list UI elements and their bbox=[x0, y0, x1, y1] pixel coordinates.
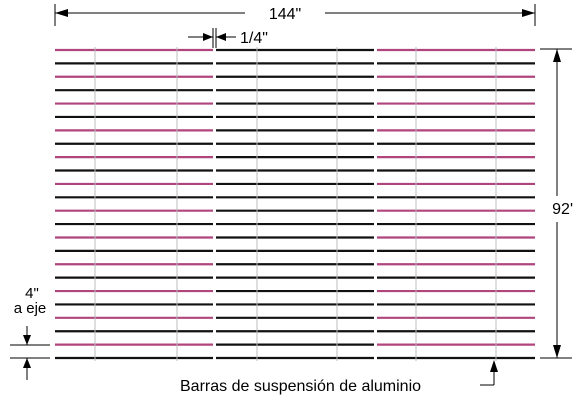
height-dimension: 92' bbox=[540, 48, 573, 359]
width-arrow-left bbox=[55, 9, 68, 17]
gap-label: 1/4" bbox=[240, 30, 268, 47]
height-arrow-bottom bbox=[553, 345, 561, 358]
suspension-rails bbox=[94, 47, 497, 361]
width-arrow-right bbox=[522, 9, 535, 17]
spacing-dimension: 4" a eje bbox=[10, 285, 50, 380]
width-label: 144" bbox=[269, 6, 301, 23]
rail-callout: Barras de suspensión de aluminio bbox=[180, 360, 498, 395]
gap-dimension: 1/4" bbox=[188, 28, 268, 48]
callout-label: Barras de suspensión de aluminio bbox=[180, 378, 421, 395]
spacing-arrow-top bbox=[23, 335, 31, 345]
height-label: 92' bbox=[552, 201, 573, 218]
callout-arrow bbox=[490, 360, 498, 372]
spacing-label-value: 4" bbox=[25, 285, 39, 302]
spacing-label-axis: a eje bbox=[14, 300, 47, 317]
bar-grid bbox=[55, 48, 535, 360]
width-dimension: 144" bbox=[54, 4, 536, 26]
gap-arrow-right bbox=[216, 33, 226, 41]
spacing-arrow-bottom bbox=[23, 358, 31, 368]
height-arrow-top bbox=[553, 49, 561, 62]
gap-arrow-left bbox=[203, 33, 213, 41]
